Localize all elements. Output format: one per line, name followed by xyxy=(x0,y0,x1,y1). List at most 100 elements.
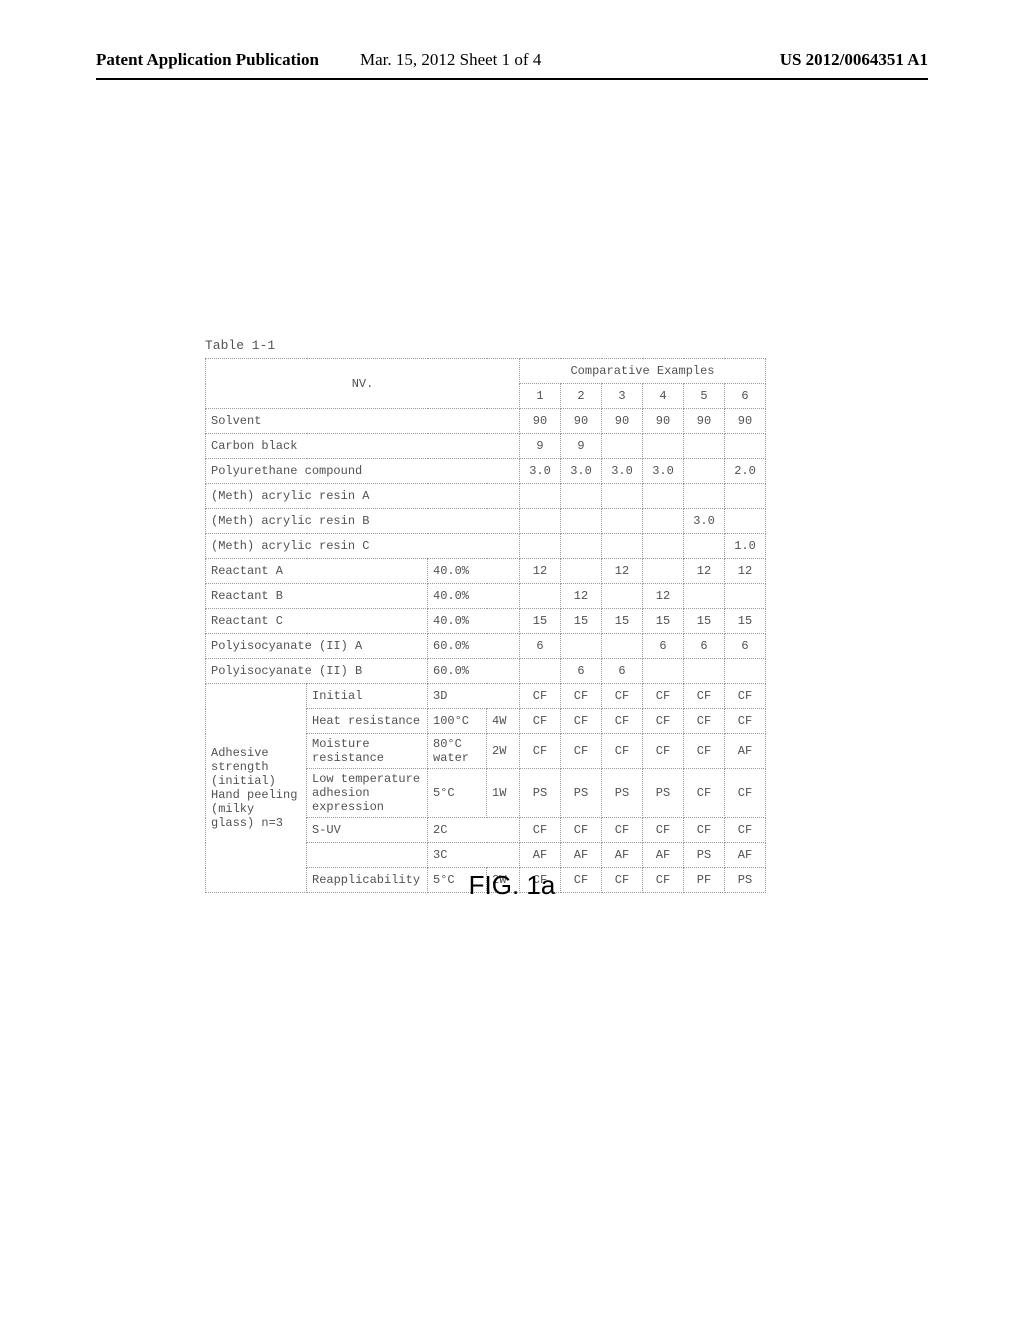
cell: 90 xyxy=(725,409,766,434)
table-caption: Table 1-1 xyxy=(205,338,275,353)
cell xyxy=(561,534,602,559)
cell: CF xyxy=(643,734,684,769)
cell: 3.0 xyxy=(561,459,602,484)
cell: 12 xyxy=(684,559,725,584)
cell xyxy=(725,584,766,609)
cell xyxy=(684,534,725,559)
cell: 3.0 xyxy=(602,459,643,484)
nv-value: 60.0% xyxy=(428,634,520,659)
cell: 12 xyxy=(561,584,602,609)
cell: CF xyxy=(520,818,561,843)
cell: 3.0 xyxy=(643,459,684,484)
nv-value: 40.0% xyxy=(428,609,520,634)
table-row: Solvent 90 90 90 90 90 90 xyxy=(206,409,766,434)
cell: CF xyxy=(725,769,766,818)
adh-row-label: Low temperature adhesion expression xyxy=(307,769,428,818)
cell xyxy=(520,484,561,509)
table-row: (Meth) acrylic resin B 3.0 xyxy=(206,509,766,534)
col-header: 3 xyxy=(602,384,643,409)
adh-cond: 5°C xyxy=(428,769,487,818)
cell: 15 xyxy=(520,609,561,634)
adh-dur: 2W xyxy=(487,734,520,769)
cell: 15 xyxy=(725,609,766,634)
cell xyxy=(643,659,684,684)
cell: CF xyxy=(602,818,643,843)
row-label: Carbon black xyxy=(206,434,520,459)
header-publication-number: US 2012/0064351 A1 xyxy=(780,50,928,70)
cell: CF xyxy=(684,734,725,769)
cell: CF xyxy=(561,709,602,734)
cell: CF xyxy=(561,818,602,843)
cell: 3.0 xyxy=(684,509,725,534)
cell xyxy=(602,534,643,559)
cell: CF xyxy=(520,709,561,734)
cell: AF xyxy=(520,843,561,868)
cell: CF xyxy=(602,684,643,709)
cell xyxy=(725,484,766,509)
header-publication: Patent Application Publication xyxy=(96,50,319,70)
cell: AF xyxy=(725,734,766,769)
cell: CF xyxy=(561,734,602,769)
cell xyxy=(684,459,725,484)
row-label: (Meth) acrylic resin A xyxy=(206,484,520,509)
patent-page: Patent Application Publication Mar. 15, … xyxy=(0,0,1024,1320)
table-row: Adhesive strength (initial) Hand peeling… xyxy=(206,684,766,709)
cell xyxy=(602,584,643,609)
cell xyxy=(725,659,766,684)
cell: 6 xyxy=(602,659,643,684)
row-label: Polyurethane compound xyxy=(206,459,520,484)
cell: AF xyxy=(725,843,766,868)
col-header: 2 xyxy=(561,384,602,409)
adh-dur: 4W xyxy=(487,709,520,734)
cell: CF xyxy=(643,818,684,843)
cell: CF xyxy=(643,684,684,709)
cell: 9 xyxy=(561,434,602,459)
nv-value: 40.0% xyxy=(428,559,520,584)
adh-row-label: Heat resistance xyxy=(307,709,428,734)
nv-value: 60.0% xyxy=(428,659,520,684)
cell xyxy=(520,584,561,609)
cell: 2.0 xyxy=(725,459,766,484)
cell: 15 xyxy=(602,609,643,634)
cell: 6 xyxy=(520,634,561,659)
table-row: NV. Comparative Examples xyxy=(206,359,766,384)
adhesive-group-label: Adhesive strength (initial) Hand peeling… xyxy=(206,684,307,893)
cell: 90 xyxy=(520,409,561,434)
table-row: Reactant B 40.0% 12 12 xyxy=(206,584,766,609)
adh-row-label: S-UV xyxy=(307,818,428,843)
adh-cond: 100°C xyxy=(428,709,487,734)
adh-cond: 3D xyxy=(428,684,520,709)
cell xyxy=(684,584,725,609)
cell: CF xyxy=(725,818,766,843)
cell: 6 xyxy=(684,634,725,659)
cell: CF xyxy=(643,709,684,734)
table-row: Carbon black 9 9 xyxy=(206,434,766,459)
cell: PS xyxy=(602,769,643,818)
cell xyxy=(725,509,766,534)
cell: CF xyxy=(684,684,725,709)
row-label: Polyisocyanate (II) A xyxy=(206,634,428,659)
cell: 1.0 xyxy=(725,534,766,559)
data-table: NV. Comparative Examples 1 2 3 4 5 6 Sol… xyxy=(205,358,766,893)
table-row: Reactant C 40.0% 15 15 15 15 15 15 xyxy=(206,609,766,634)
col-header: 6 xyxy=(725,384,766,409)
cell: CF xyxy=(561,684,602,709)
cell xyxy=(561,559,602,584)
figure-caption: FIG. 1a xyxy=(0,870,1024,901)
cell: 12 xyxy=(602,559,643,584)
comparative-examples-header: Comparative Examples xyxy=(520,359,766,384)
table-row: Polyurethane compound 3.0 3.0 3.0 3.0 2.… xyxy=(206,459,766,484)
cell: 6 xyxy=(643,634,684,659)
cell xyxy=(684,659,725,684)
cell: 6 xyxy=(725,634,766,659)
cell xyxy=(643,434,684,459)
cell: CF xyxy=(602,709,643,734)
cell: 15 xyxy=(561,609,602,634)
row-label: Polyisocyanate (II) B xyxy=(206,659,428,684)
row-label: Reactant C xyxy=(206,609,428,634)
adh-cond: 2C xyxy=(428,818,520,843)
adh-row-label xyxy=(307,843,428,868)
row-label: Reactant B xyxy=(206,584,428,609)
cell: 90 xyxy=(561,409,602,434)
cell: PS xyxy=(520,769,561,818)
